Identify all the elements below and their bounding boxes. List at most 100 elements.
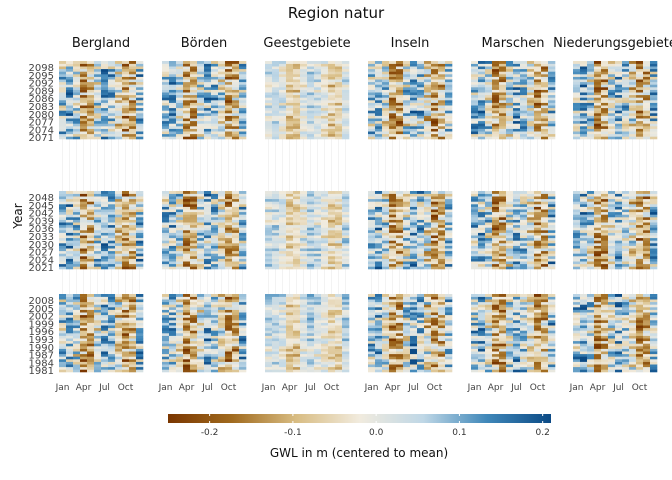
heatmap-cell xyxy=(122,312,130,316)
heatmap-cell xyxy=(108,113,116,116)
heatmap-cell xyxy=(431,68,439,72)
heatmap-cell xyxy=(87,227,95,231)
heatmap-cell xyxy=(424,224,432,228)
heatmap-cell xyxy=(66,266,74,270)
heatmap-cell xyxy=(122,258,130,262)
heatmap-cell xyxy=(513,84,521,88)
heatmap-cell xyxy=(629,123,637,127)
heatmap-cell xyxy=(66,120,74,124)
heatmap-cell xyxy=(417,81,425,85)
heatmap-cell xyxy=(573,250,581,254)
heatmap-cell xyxy=(136,63,144,67)
heatmap-cell xyxy=(204,227,212,231)
heatmap-cell xyxy=(279,245,287,249)
heatmap-cell xyxy=(279,136,287,140)
heatmap-cell xyxy=(314,204,322,207)
heatmap-cell xyxy=(527,206,535,210)
heatmap-cell xyxy=(59,240,67,244)
heatmap-cell xyxy=(218,261,226,265)
heatmap-cell xyxy=(232,79,240,83)
heatmap-cell xyxy=(636,61,644,64)
heatmap-cell xyxy=(101,201,109,205)
heatmap-cell xyxy=(225,102,233,106)
heatmap-cell xyxy=(636,224,644,228)
heatmap-cell xyxy=(204,353,212,357)
heatmap-cell xyxy=(80,224,88,228)
heatmap-cell xyxy=(211,128,219,132)
heatmap-cell xyxy=(485,240,493,244)
heatmap-cell xyxy=(424,71,432,75)
heatmap-cell xyxy=(328,61,336,64)
heatmap-cell xyxy=(534,219,542,223)
heatmap-cell xyxy=(225,232,233,236)
heatmap-cell xyxy=(471,227,479,231)
heatmap-cell xyxy=(225,222,233,226)
heatmap-cell xyxy=(59,335,67,339)
heatmap-cell xyxy=(129,296,137,300)
heatmap-cell xyxy=(506,240,514,244)
heatmap-cell xyxy=(218,128,226,132)
heatmap-cell xyxy=(204,240,212,244)
heatmap-cell xyxy=(580,120,588,124)
heatmap-cell xyxy=(335,126,343,129)
heatmap-cell xyxy=(548,250,556,254)
heatmap-cell xyxy=(629,131,637,135)
heatmap-cell xyxy=(204,338,212,342)
heatmap-cell xyxy=(122,250,130,254)
heatmap-cell xyxy=(300,235,308,239)
heatmap-cell xyxy=(108,115,116,119)
heatmap-cell xyxy=(541,84,549,88)
heatmap-cell xyxy=(204,224,212,228)
heatmap-cell xyxy=(272,94,280,98)
heatmap-cell xyxy=(328,230,336,233)
heatmap-cell xyxy=(396,250,404,254)
heatmap-cell xyxy=(80,97,88,101)
heatmap-cell xyxy=(438,245,446,249)
heatmap-cell xyxy=(342,227,350,231)
heatmap-cell xyxy=(417,79,425,83)
heatmap-cell xyxy=(122,227,130,231)
heatmap-cell xyxy=(314,74,322,77)
heatmap-cell xyxy=(101,317,109,321)
heatmap-cell xyxy=(279,191,287,194)
heatmap-cell xyxy=(232,193,240,197)
heatmap-cell xyxy=(594,222,602,226)
heatmap-cell xyxy=(307,113,315,116)
heatmap-cell xyxy=(643,193,651,197)
heatmap-cell xyxy=(622,230,630,233)
heatmap-cell xyxy=(431,230,439,233)
heatmap-cell xyxy=(169,76,177,80)
heatmap-cell xyxy=(307,232,315,236)
heatmap-cell xyxy=(108,325,116,329)
heatmap-cell xyxy=(59,63,67,67)
heatmap-cell xyxy=(115,89,123,93)
heatmap-cell xyxy=(548,61,556,64)
heatmap-cell xyxy=(80,105,88,109)
heatmap-cell xyxy=(204,253,212,257)
heatmap-cell xyxy=(541,102,549,106)
heatmap-cell xyxy=(499,243,507,246)
heatmap-cell xyxy=(389,76,397,80)
heatmap-cell xyxy=(580,245,588,249)
heatmap-cell xyxy=(629,232,637,236)
heatmap-cell xyxy=(108,126,116,129)
heatmap-cell xyxy=(650,217,658,220)
heatmap-cell xyxy=(527,256,535,259)
heatmap-cell xyxy=(101,128,109,132)
heatmap-cell xyxy=(129,71,137,75)
heatmap-cell xyxy=(573,123,581,127)
heatmap-cell xyxy=(527,201,535,205)
heatmap-cell xyxy=(601,217,609,220)
heatmap-cell xyxy=(580,201,588,205)
heatmap-cell xyxy=(335,89,343,93)
heatmap-cell xyxy=(335,100,343,103)
heatmap-cell xyxy=(115,105,123,109)
heatmap-cell xyxy=(162,369,170,373)
heatmap-cell xyxy=(513,193,521,197)
heatmap-cell xyxy=(286,94,294,98)
heatmap-cell xyxy=(492,63,500,67)
heatmap-cell xyxy=(485,219,493,223)
heatmap-cell xyxy=(197,248,205,252)
heatmap-cell xyxy=(66,348,74,352)
heatmap-cell xyxy=(176,74,184,77)
